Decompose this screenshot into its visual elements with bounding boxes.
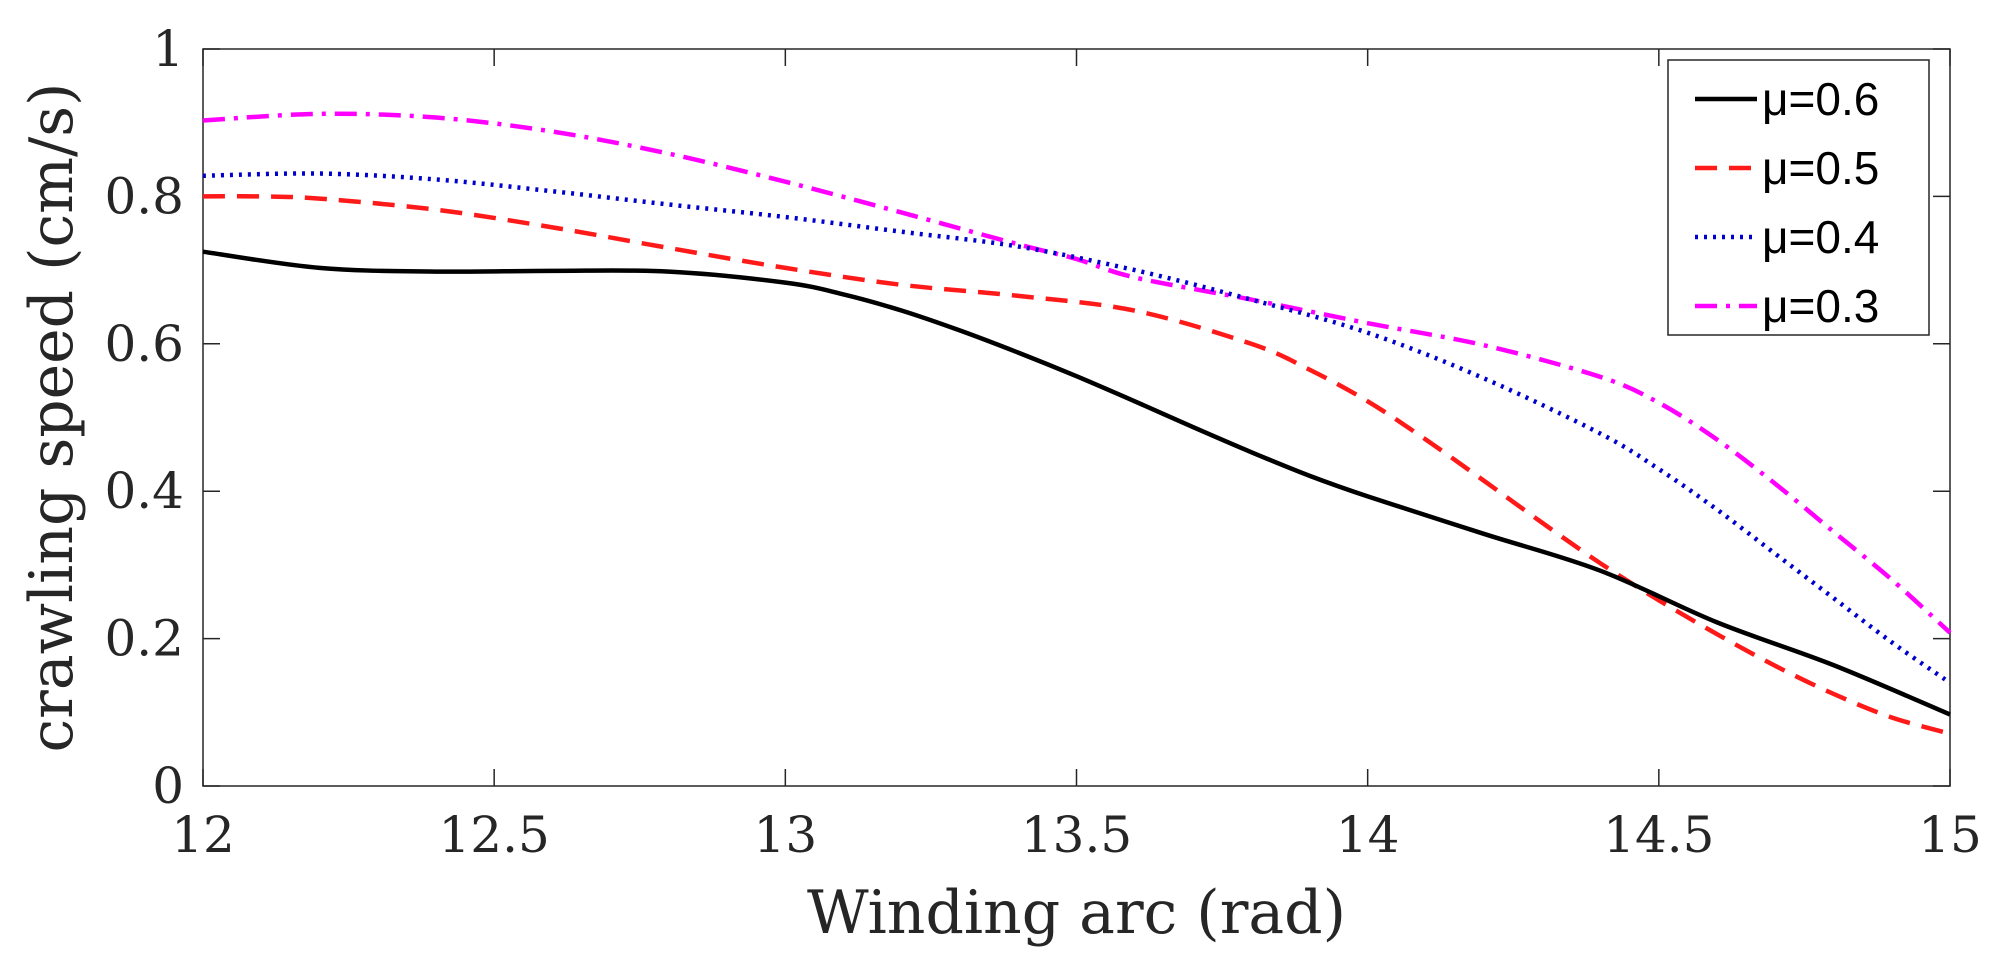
x-tick-label: 14 bbox=[1336, 806, 1400, 864]
y-tick-label: 1 bbox=[152, 20, 184, 78]
series-line bbox=[202, 193, 1951, 736]
plot-area bbox=[202, 48, 1951, 787]
y-axis-label: crawling speed (cm/s) bbox=[17, 83, 87, 753]
y-tick-label: 0.6 bbox=[104, 315, 184, 373]
y-tick-label: 0.8 bbox=[104, 167, 184, 225]
y-tick-label: 0 bbox=[152, 757, 184, 815]
x-tick-label: 12 bbox=[171, 806, 235, 864]
tick-labels: 12 12.5 13 13.5 14 14.5 15 0 0.2 0.4 0.6 0.8 1 bbox=[104, 20, 1981, 864]
x-tick-label: 13 bbox=[754, 806, 818, 864]
axis-ticks bbox=[202, 48, 1951, 787]
y-tick-label: 0.4 bbox=[104, 462, 184, 520]
x-tick-label: 12.5 bbox=[439, 806, 550, 864]
x-tick-label: 13.5 bbox=[1021, 806, 1132, 864]
series-line bbox=[202, 171, 1952, 685]
series-layer bbox=[202, 111, 1952, 736]
legend: μ=0.6 μ=0.5 μ=0.4 μ=0.3 bbox=[1667, 59, 1930, 336]
x-tick-label: 15 bbox=[1918, 806, 1982, 864]
legend-label: μ=0.5 bbox=[1762, 142, 1879, 194]
legend-label: μ=0.4 bbox=[1762, 211, 1879, 263]
series-line bbox=[202, 249, 1951, 717]
x-tick-label: 14.5 bbox=[1603, 806, 1714, 864]
series-line bbox=[202, 111, 1952, 635]
legend-label: μ=0.6 bbox=[1762, 73, 1879, 125]
legend-label: μ=0.3 bbox=[1762, 280, 1879, 332]
legend-box bbox=[1667, 59, 1930, 336]
x-axis-label: Winding arc (rad) bbox=[807, 878, 1346, 948]
y-tick-label: 0.2 bbox=[104, 610, 184, 668]
